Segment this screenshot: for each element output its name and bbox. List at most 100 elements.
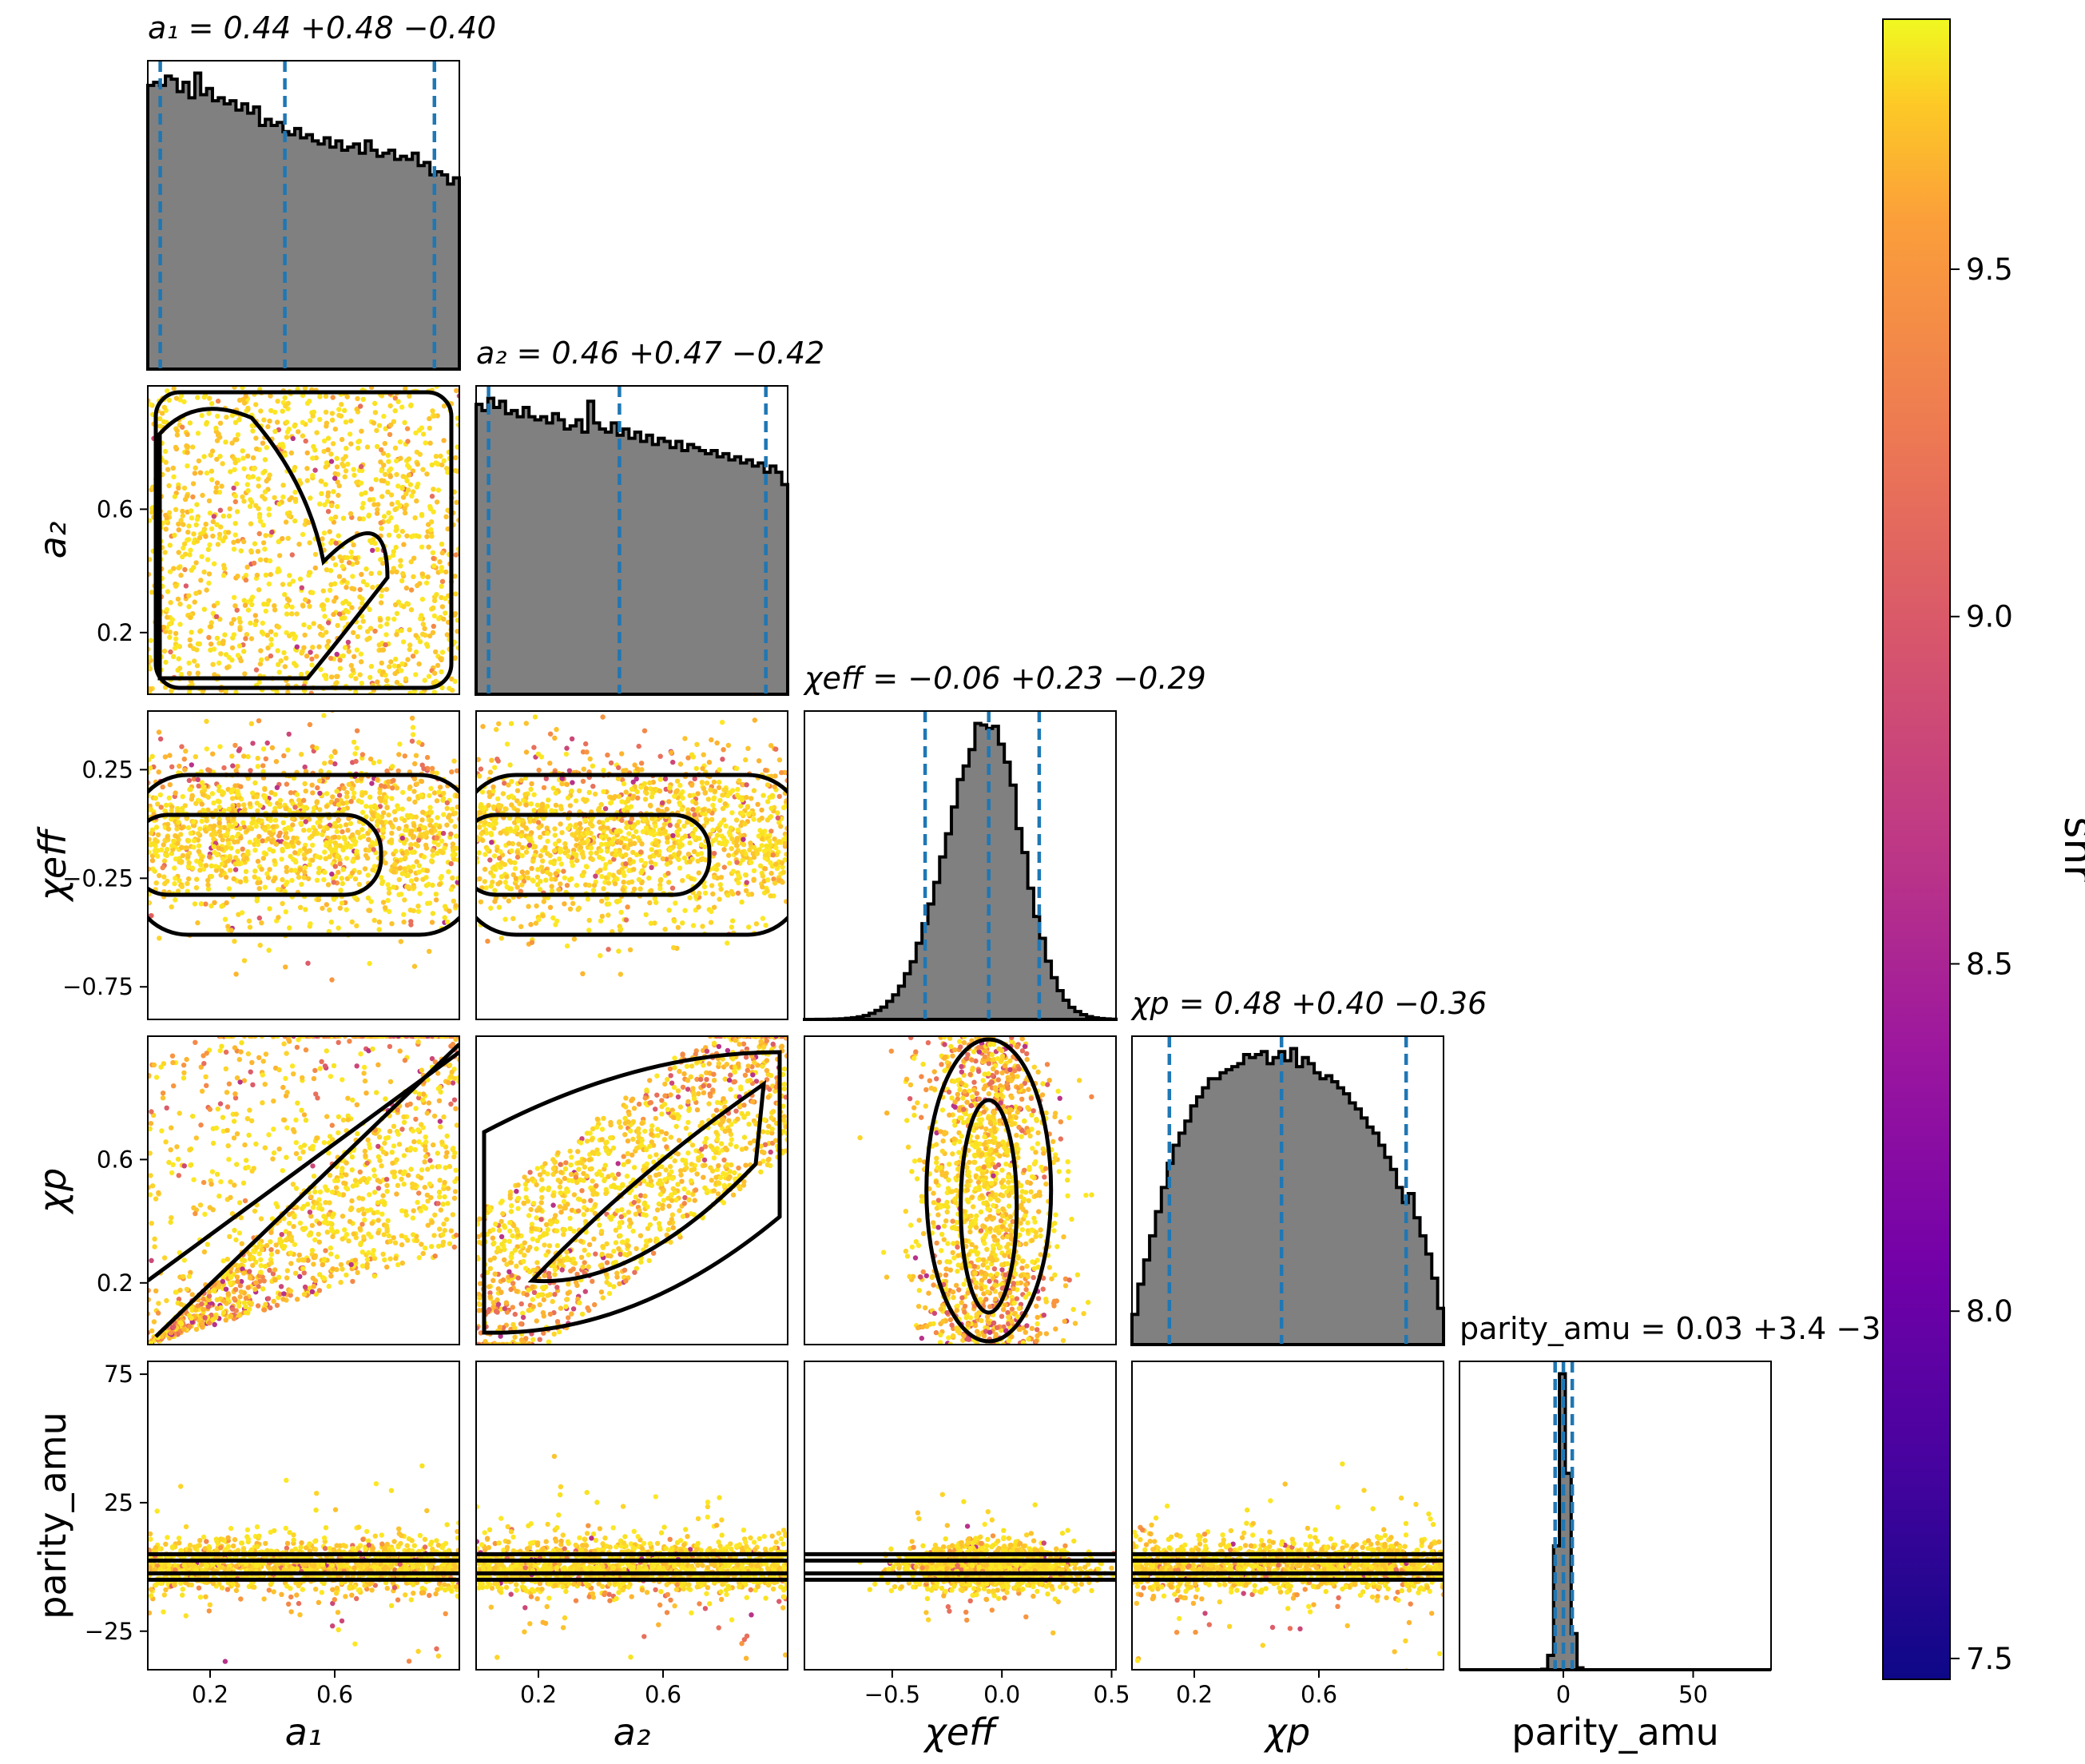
y-tick-label-parity_amu: 25 bbox=[104, 1489, 133, 1516]
panel-frame-parity_amu bbox=[1459, 1361, 1772, 1671]
y-tick-label-chi_p: 0.6 bbox=[97, 1146, 133, 1173]
diag-panel-chi_p: χp = 0.48 +0.40 −0.36 bbox=[1130, 986, 1487, 1346]
x-tick-label-a1: 0.6 bbox=[316, 1681, 353, 1708]
x-tick-label-a2: 0.6 bbox=[645, 1681, 681, 1708]
panel-frame-a1 bbox=[147, 60, 460, 370]
y-tick-label-chi_p: 0.2 bbox=[97, 1269, 133, 1297]
diag-panel-chi_eff: χeff = −0.06 +0.23 −0.29 bbox=[803, 661, 1206, 1021]
scatter-points bbox=[857, 1036, 1094, 1345]
panel-frame bbox=[1131, 1361, 1444, 1671]
contour-50 bbox=[1132, 1558, 1444, 1575]
y-tick-label-chi_eff: −0.75 bbox=[62, 973, 133, 1000]
scatter-panel-a2-vs-chi_p bbox=[475, 1035, 788, 1345]
contour-50 bbox=[148, 812, 383, 897]
contours bbox=[924, 1037, 1054, 1344]
contour-50 bbox=[527, 1079, 767, 1284]
x-tick-label-chi_p: 0.2 bbox=[1176, 1681, 1213, 1708]
contours bbox=[148, 773, 459, 937]
scatter-panel-a2-vs-chi_eff bbox=[475, 710, 788, 1020]
x-tick-label-parity_amu: 0 bbox=[1556, 1681, 1571, 1708]
y-axis-label-chi_eff: χeff bbox=[31, 826, 74, 904]
contour-90 bbox=[1132, 1551, 1444, 1582]
contours bbox=[476, 1551, 788, 1582]
diag-panel-a2: a₂ = 0.46 +0.47 −0.42 bbox=[475, 336, 824, 696]
contours bbox=[148, 1043, 459, 1338]
panel-frame bbox=[147, 710, 460, 1020]
x-tick-label-a1: 0.2 bbox=[192, 1681, 228, 1708]
panel-title-a1: a₁ = 0.44 +0.48 −0.40 bbox=[148, 10, 496, 46]
panel-frame bbox=[475, 1035, 788, 1345]
contour-90 bbox=[482, 1050, 782, 1335]
scatter-points bbox=[857, 1492, 1116, 1636]
scatter-points bbox=[148, 711, 459, 983]
y-tick-label-a2: 0.2 bbox=[97, 619, 133, 646]
diag-panel-parity_amu: parity_amu = 0.03 +3.4 −3.2 bbox=[1459, 1311, 1910, 1671]
scatter-points bbox=[476, 1036, 788, 1345]
contour-50 bbox=[148, 1558, 459, 1575]
x-tick-label-a2: 0.2 bbox=[520, 1681, 557, 1708]
scatter-panel-a1-vs-chi_p bbox=[147, 1035, 460, 1345]
contour-90 bbox=[148, 1050, 459, 1283]
scatter-points bbox=[148, 386, 459, 694]
contour-50 bbox=[476, 1558, 788, 1575]
contour-50 bbox=[157, 407, 390, 681]
panel-frame-a2 bbox=[475, 385, 788, 695]
contours bbox=[482, 1050, 782, 1335]
y-tick-label-chi_eff: −0.25 bbox=[62, 864, 133, 892]
colorbar-gradient bbox=[1882, 18, 1951, 1680]
colorbar: 7.5 8.0 8.5 9.0 9.5 snr bbox=[1882, 18, 2085, 1680]
diag-panel-a1: a₁ = 0.44 +0.48 −0.40 bbox=[146, 10, 496, 371]
x-axis-label-chi_p: χp bbox=[1263, 1710, 1310, 1754]
y-tick-label-chi_eff: 0.25 bbox=[81, 756, 133, 783]
contour-50 bbox=[476, 812, 712, 897]
contour-50 bbox=[959, 1098, 1019, 1315]
colorbar-tick-label: 8.0 bbox=[1966, 1294, 2013, 1329]
panel-title-chi_eff: χeff = −0.06 +0.23 −0.29 bbox=[803, 661, 1206, 696]
scatter-points bbox=[476, 714, 788, 977]
x-tick-label-chi_eff: 0.5 bbox=[1093, 1681, 1130, 1708]
y-axis-label-a2: a₂ bbox=[31, 522, 74, 559]
x-axis-label-chi_eff: χeff bbox=[923, 1710, 1000, 1754]
x-tick-label-chi_eff: 0.0 bbox=[983, 1681, 1020, 1708]
x-axis-label-a1: a₁ bbox=[285, 1710, 323, 1754]
y-tick-label-parity_amu: −25 bbox=[85, 1618, 133, 1645]
panel-title-chi_p: χp = 0.48 +0.40 −0.36 bbox=[1130, 986, 1487, 1021]
panel-frame bbox=[804, 1361, 1117, 1671]
scatter-points bbox=[148, 1463, 459, 1664]
contours bbox=[476, 773, 788, 937]
y-tick-label-parity_amu: 75 bbox=[104, 1361, 133, 1388]
y-tick-label-a2: 0.6 bbox=[97, 495, 133, 522]
colorbar-tick-label: 9.5 bbox=[1966, 252, 2013, 287]
panel-frame bbox=[475, 710, 788, 1020]
x-axis-label-parity_amu: parity_amu bbox=[1511, 1710, 1719, 1754]
histogram-a1 bbox=[146, 71, 461, 371]
histogram-chi_p bbox=[1130, 1047, 1445, 1346]
scatter-points bbox=[1132, 1461, 1444, 1670]
scatter-panel-chi_p-vs-parity_amu bbox=[1131, 1361, 1444, 1671]
panel-frame-chi_p bbox=[1131, 1035, 1444, 1345]
contour-50 bbox=[154, 1043, 459, 1338]
y-axis-label-parity_amu: parity_amu bbox=[31, 1412, 74, 1619]
contour-50 bbox=[804, 1558, 1116, 1575]
panel-frame-chi_eff bbox=[804, 710, 1117, 1020]
colorbar-label: snr bbox=[2055, 816, 2085, 882]
panel-title-a2: a₂ = 0.46 +0.47 −0.42 bbox=[476, 336, 824, 371]
contour-90 bbox=[148, 773, 459, 937]
contour-90 bbox=[924, 1037, 1054, 1344]
x-tick-label-chi_eff: −0.5 bbox=[864, 1681, 920, 1708]
contour-90 bbox=[804, 1551, 1116, 1582]
contours bbox=[153, 390, 454, 690]
panel-frame bbox=[147, 1035, 460, 1345]
contours bbox=[1132, 1551, 1444, 1582]
scatter-panel-a1-vs-chi_eff bbox=[147, 710, 460, 1020]
panel-title-parity_amu: parity_amu = 0.03 +3.4 −3.2 bbox=[1460, 1311, 1910, 1346]
scatter-panel-chi_eff-vs-chi_p bbox=[804, 1035, 1117, 1345]
panel-frame bbox=[804, 1035, 1117, 1345]
contour-90 bbox=[153, 390, 454, 690]
contour-90 bbox=[476, 773, 788, 937]
histogram-parity_amu bbox=[1460, 1372, 1771, 1671]
colorbar-tick-label: 8.5 bbox=[1966, 947, 2013, 981]
panel-frame bbox=[147, 1361, 460, 1671]
